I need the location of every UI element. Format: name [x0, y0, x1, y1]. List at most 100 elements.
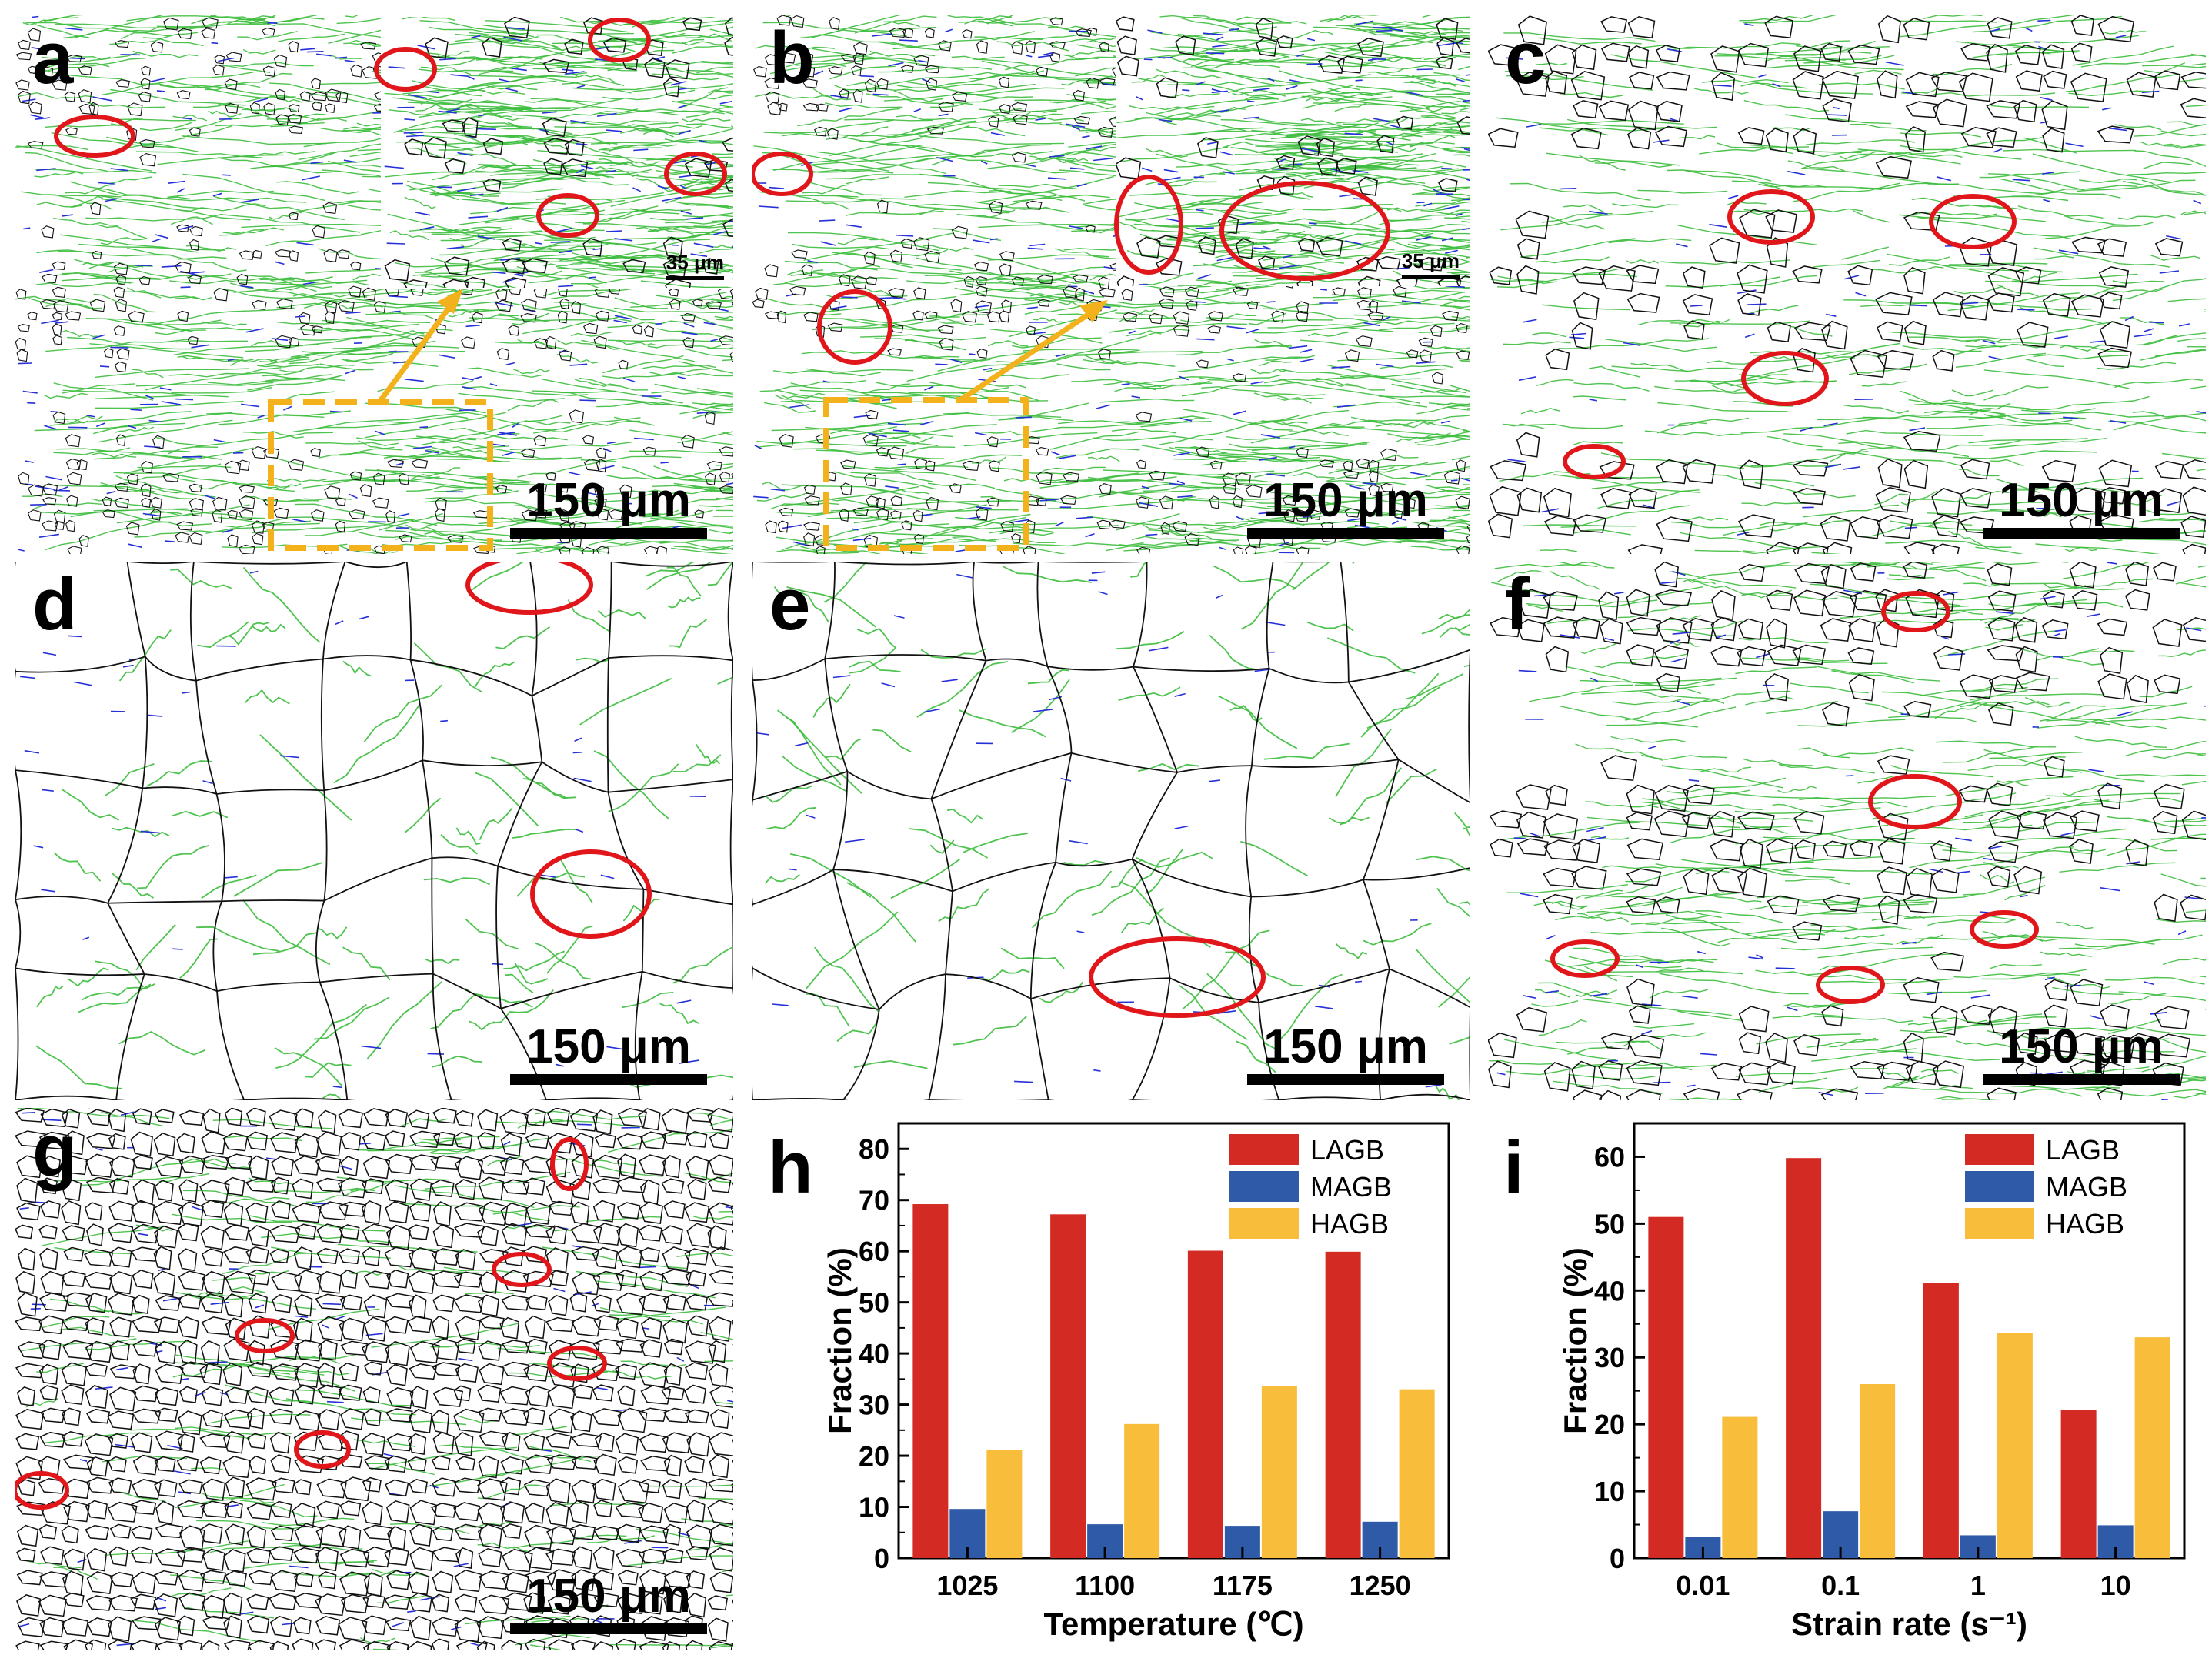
legend-label: HAGB: [1310, 1208, 1389, 1240]
chart-h: h 0 10 20 30 40 50 60 70 80 1025 1100 1175 1250 Temper…: [752, 1108, 1470, 1662]
x-axis-label: Strain rate (s⁻¹): [1791, 1606, 2027, 1642]
red-ellipse-marker: [530, 849, 652, 939]
red-ellipse-marker: [15, 1471, 69, 1510]
inset-scale-bar: 35 μm: [666, 251, 724, 280]
y-tick-label: 40: [859, 1338, 889, 1370]
red-ellipse-marker: [235, 1318, 295, 1353]
ebsd-map-d: [15, 562, 733, 1100]
red-ellipse-marker: [1727, 189, 1815, 245]
y-tick-label: 60: [1594, 1141, 1625, 1173]
red-ellipse-marker: [1219, 181, 1390, 281]
bar-hagb: [986, 1450, 1023, 1558]
bar-hagb: [2134, 1337, 2170, 1558]
x-tick-label: 1: [1970, 1570, 1986, 1601]
panel-label: d: [32, 563, 78, 646]
panel-label: e: [769, 563, 811, 646]
x-tick-label: 1100: [1075, 1570, 1135, 1601]
scale-bar-text: 150 μm: [526, 1020, 691, 1073]
panel-label: i: [1503, 1126, 1524, 1209]
red-ellipse-marker: [550, 1137, 589, 1191]
overlay-b: [752, 152, 1390, 551]
chart-i-svg: i 0 10 20 30 40 50 60 0.01 0.1 1 10 Strain rate (s⁻¹…: [1503, 1122, 2186, 1642]
scale-bar: 150 μm: [1247, 1023, 1444, 1085]
red-ellipse-marker: [54, 115, 135, 158]
red-ellipse-marker: [1114, 175, 1183, 275]
overlay-c: [1563, 189, 2017, 479]
legend-label: HAGB: [2046, 1208, 2124, 1240]
ebsd-map-e: [752, 562, 1470, 1100]
bar-lagb: [1050, 1214, 1086, 1558]
bar-hagb: [1124, 1423, 1160, 1558]
y-tick-label: 80: [859, 1133, 889, 1165]
scale-bar: 150 μm: [1247, 477, 1444, 539]
y-tick-label: 40: [1594, 1275, 1625, 1306]
legend-label: MAGB: [2046, 1171, 2127, 1203]
panel-label: a: [32, 17, 74, 99]
red-ellipse-marker: [492, 1252, 552, 1287]
scale-bar: 150 μm: [510, 1573, 707, 1634]
panel-c: c 150 μm: [1488, 15, 2206, 554]
y-tick-label: 50: [1594, 1208, 1625, 1240]
bar-lagb: [1325, 1251, 1361, 1558]
x-tick-label: 1025: [936, 1570, 998, 1601]
red-ellipse-marker: [1929, 194, 2017, 249]
x-tick-label: 1250: [1350, 1570, 1411, 1601]
microstructure-texture: [752, 562, 1470, 1100]
legend-label: LAGB: [1310, 1134, 1384, 1166]
legend-swatch: [1965, 1134, 2034, 1165]
y-axis-label: Fraction (%): [822, 1247, 858, 1434]
panel-label: f: [1505, 563, 1530, 646]
x-tick-label: 0.1: [1821, 1570, 1860, 1601]
red-ellipse-marker: [1881, 591, 1950, 632]
red-ellipse-marker: [752, 152, 813, 196]
microstructure-texture: [15, 1108, 733, 1650]
panel-label: c: [1505, 17, 1546, 99]
x-axis-label: Temperature (℃): [1043, 1606, 1303, 1642]
bar-hagb: [1860, 1384, 1896, 1558]
orange-arrow: [379, 304, 452, 402]
panel-e: e 150 μm: [752, 562, 1470, 1100]
red-ellipse-marker: [588, 18, 651, 62]
bar-lagb: [912, 1204, 949, 1558]
legend-swatch: [1229, 1171, 1299, 1202]
scale-bar-text: 150 μm: [1999, 474, 2164, 527]
red-ellipse-marker: [1741, 351, 1829, 406]
y-tick-label: 0: [1610, 1543, 1625, 1574]
panel-f: f 150 μm: [1488, 562, 2206, 1100]
x-tick-label: 10: [2100, 1570, 2131, 1601]
microstructure-texture: [1488, 562, 2206, 1100]
orange-arrow: [959, 309, 1094, 402]
scale-bar-text: 150 μm: [1263, 474, 1428, 527]
red-ellipse-marker: [664, 152, 727, 196]
red-ellipse-marker: [1868, 774, 1962, 829]
overlay-g: [15, 1137, 607, 1510]
scale-bar-text: 150 μm: [1263, 1020, 1428, 1073]
scale-bar-text: 150 μm: [526, 1570, 691, 1623]
ebsd-map-c: [1488, 15, 2206, 554]
y-tick-label: 0: [874, 1543, 889, 1574]
y-axis-label: Fraction (%): [1557, 1247, 1593, 1434]
y-tick-label: 70: [859, 1185, 889, 1216]
scale-bar-text: 150 μm: [526, 474, 691, 527]
red-ellipse-marker: [374, 47, 437, 92]
microstructure-texture: [15, 562, 733, 1100]
x-tick-label: 0.01: [1676, 1570, 1730, 1601]
y-tick-label: 10: [1594, 1476, 1625, 1507]
scale-bar: 150 μm: [510, 1023, 707, 1085]
overlay-d: [465, 562, 652, 939]
scale-bar-text: 150 μm: [1999, 1020, 2164, 1073]
y-tick-label: 50: [859, 1287, 889, 1319]
bar-lagb: [1648, 1216, 1684, 1558]
panel-g: g 150 μm: [15, 1108, 733, 1650]
bar-hagb: [1261, 1386, 1297, 1558]
inset-scale-text: 35 μm: [1401, 249, 1460, 272]
bar-lagb: [1923, 1283, 1959, 1558]
y-tick-label: 10: [859, 1492, 889, 1523]
panel-label: h: [768, 1126, 813, 1209]
y-tick-label: 30: [1594, 1342, 1625, 1373]
bar-hagb: [1722, 1416, 1758, 1558]
inset-scale-text: 35 μm: [666, 251, 724, 274]
panel-b: 35 μm b 150 μm: [752, 15, 1470, 554]
zoom-region-box: [268, 399, 493, 551]
red-ellipse-marker: [294, 1430, 351, 1469]
